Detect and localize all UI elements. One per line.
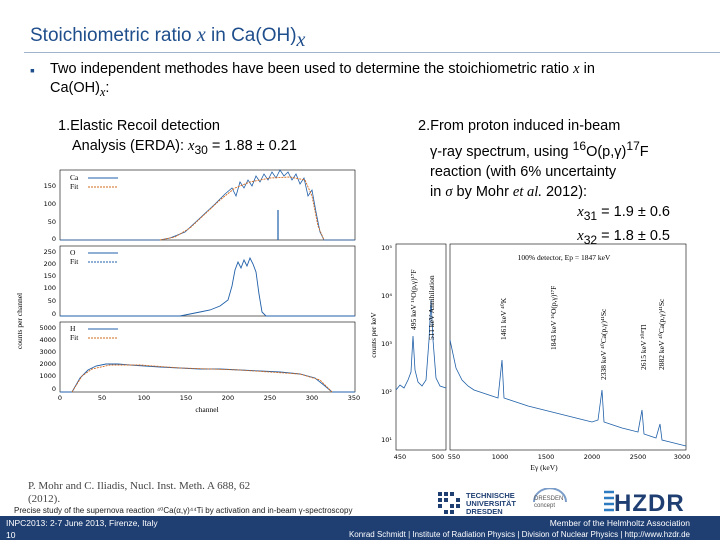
svg-text:1000: 1000: [39, 372, 56, 380]
gamma-peak-2615: 2615 keV ²⁰⁸Tl: [639, 324, 648, 370]
gamma-figure: counts per keV 10⁵ 10⁴ 10³ 10² 10¹ 100% …: [369, 243, 691, 472]
tu-dresden-logo: [438, 492, 460, 514]
svg-text:10²: 10²: [381, 388, 392, 396]
erda-figure: counts per channel 150 100 50 0 Ca Fit 2…: [15, 169, 360, 414]
svg-text:0: 0: [52, 385, 56, 393]
svg-text:O: O: [70, 248, 76, 257]
svg-text:50: 50: [48, 218, 56, 226]
svg-text:100: 100: [44, 200, 56, 208]
figure-reference: P. Mohr and C. Iliadis, Nucl. Inst. Meth…: [28, 480, 251, 505]
method-erda: 1.Elastic Recoil detection Analysis (ERD…: [58, 118, 297, 157]
erda-o-data: [60, 256, 355, 317]
svg-text:4000: 4000: [39, 336, 56, 344]
page-number: 10: [6, 530, 16, 540]
footer-author: Konrad Schmidt | Institute of Radiation …: [348, 530, 690, 539]
svg-text:50: 50: [98, 394, 106, 402]
svg-text:1000: 1000: [492, 453, 509, 461]
svg-text:0: 0: [52, 310, 56, 318]
gamma-ylabel: counts per keV: [369, 312, 378, 358]
gamma-right-data: [449, 339, 687, 447]
erda-panel-h: [59, 321, 356, 393]
svg-text:0: 0: [52, 235, 56, 243]
svg-text:550: 550: [448, 453, 460, 461]
gamma-peak-495: 495 keV ¹⁶O(p,γ)¹⁷F: [409, 269, 418, 330]
erda-h-data: [60, 363, 355, 393]
svg-text:350: 350: [348, 394, 360, 402]
footer-bar: [0, 516, 720, 540]
footer-member: Member of the Helmholtz Association: [549, 518, 690, 528]
svg-text:10⁴: 10⁴: [381, 292, 392, 300]
bullet-text: Two independent methodes have been used …: [50, 61, 595, 99]
svg-text:0: 0: [58, 394, 62, 402]
svg-text:Fit: Fit: [70, 182, 79, 191]
erda-ca-data: [60, 169, 355, 241]
svg-text:H: H: [70, 324, 76, 333]
dresden-concept-logo: [533, 488, 567, 503]
svg-text:450: 450: [394, 453, 406, 461]
hzdr-wordmark: HZDR: [614, 490, 685, 517]
erda-ylabel: counts per channel: [15, 293, 24, 349]
gamma-peak-2882: 2882 keV ⁴⁰Ca(p,γ)⁴¹Sc: [657, 298, 666, 370]
svg-text:10⁵: 10⁵: [381, 244, 392, 252]
svg-text:100: 100: [44, 284, 56, 292]
gamma-peak-2338: 2338 keV ⁴⁰Ca(p,γ)⁴¹Sc: [599, 308, 608, 380]
svg-text:Fit: Fit: [70, 257, 79, 266]
svg-text:Fit: Fit: [70, 333, 79, 342]
svg-text:100: 100: [138, 394, 150, 402]
svg-text:300: 300: [306, 394, 318, 402]
svg-text:250: 250: [264, 394, 276, 402]
gamma-left-data: [395, 299, 447, 391]
footer-conference: INPC2013: 2-7 June 2013, Firenze, Italy: [6, 518, 158, 528]
svg-text:2000: 2000: [39, 360, 56, 368]
erda-panel-ca: [59, 169, 356, 241]
svg-text:50: 50: [48, 297, 56, 305]
gamma-peak-1843: 1843 keV ¹⁶O(p,γ)¹⁷F: [549, 286, 558, 350]
gamma-panel-right: [449, 243, 687, 451]
svg-text:150: 150: [44, 182, 56, 190]
svg-text:200: 200: [222, 394, 234, 402]
gamma-detector-label: 100% detector, Ep = 1847 keV: [518, 253, 611, 262]
erda-ca-fit: [159, 176, 325, 241]
svg-text:150: 150: [44, 272, 56, 280]
title-divider: [24, 52, 720, 53]
svg-text:2000: 2000: [584, 453, 601, 461]
erda-h-fit: [71, 364, 333, 393]
gamma-xlabel: Eγ (keV): [530, 463, 558, 472]
dresden-concept-wordmark: DRESDEN concept: [534, 496, 564, 509]
method-gamma: 2.From proton induced in-beam γ-ray spec…: [418, 118, 670, 247]
svg-text:10³: 10³: [381, 340, 392, 348]
svg-text:3000: 3000: [674, 453, 691, 461]
hzdr-logo-mark: [604, 490, 614, 512]
tu-dresden-wordmark: TECHNISCHE UNIVERSITÄT DRESDEN: [466, 491, 517, 516]
svg-text:10¹: 10¹: [381, 436, 392, 444]
svg-text:2500: 2500: [630, 453, 647, 461]
erda-panel-o: [59, 245, 356, 317]
talk-title: Precise study of the supernova reaction …: [14, 506, 353, 515]
svg-text:200: 200: [44, 260, 56, 268]
bullet-icon: ▪: [30, 62, 35, 78]
svg-text:Ca: Ca: [70, 173, 79, 182]
svg-text:5000: 5000: [39, 324, 56, 332]
gamma-panel-left: [395, 243, 447, 451]
erda-xlabel: channel: [195, 405, 218, 414]
gamma-peak-511: 511 keV Annihilation: [427, 275, 436, 340]
gamma-peak-1461: 1461 keV ⁴⁰K: [499, 297, 508, 340]
svg-text:3000: 3000: [39, 348, 56, 356]
svg-text:150: 150: [180, 394, 192, 402]
svg-text:250: 250: [44, 248, 56, 256]
svg-text:500: 500: [432, 453, 444, 461]
slide-title: Stoichiometric ratio x in Ca(OH)x: [30, 24, 306, 51]
svg-text:1500: 1500: [538, 453, 555, 461]
